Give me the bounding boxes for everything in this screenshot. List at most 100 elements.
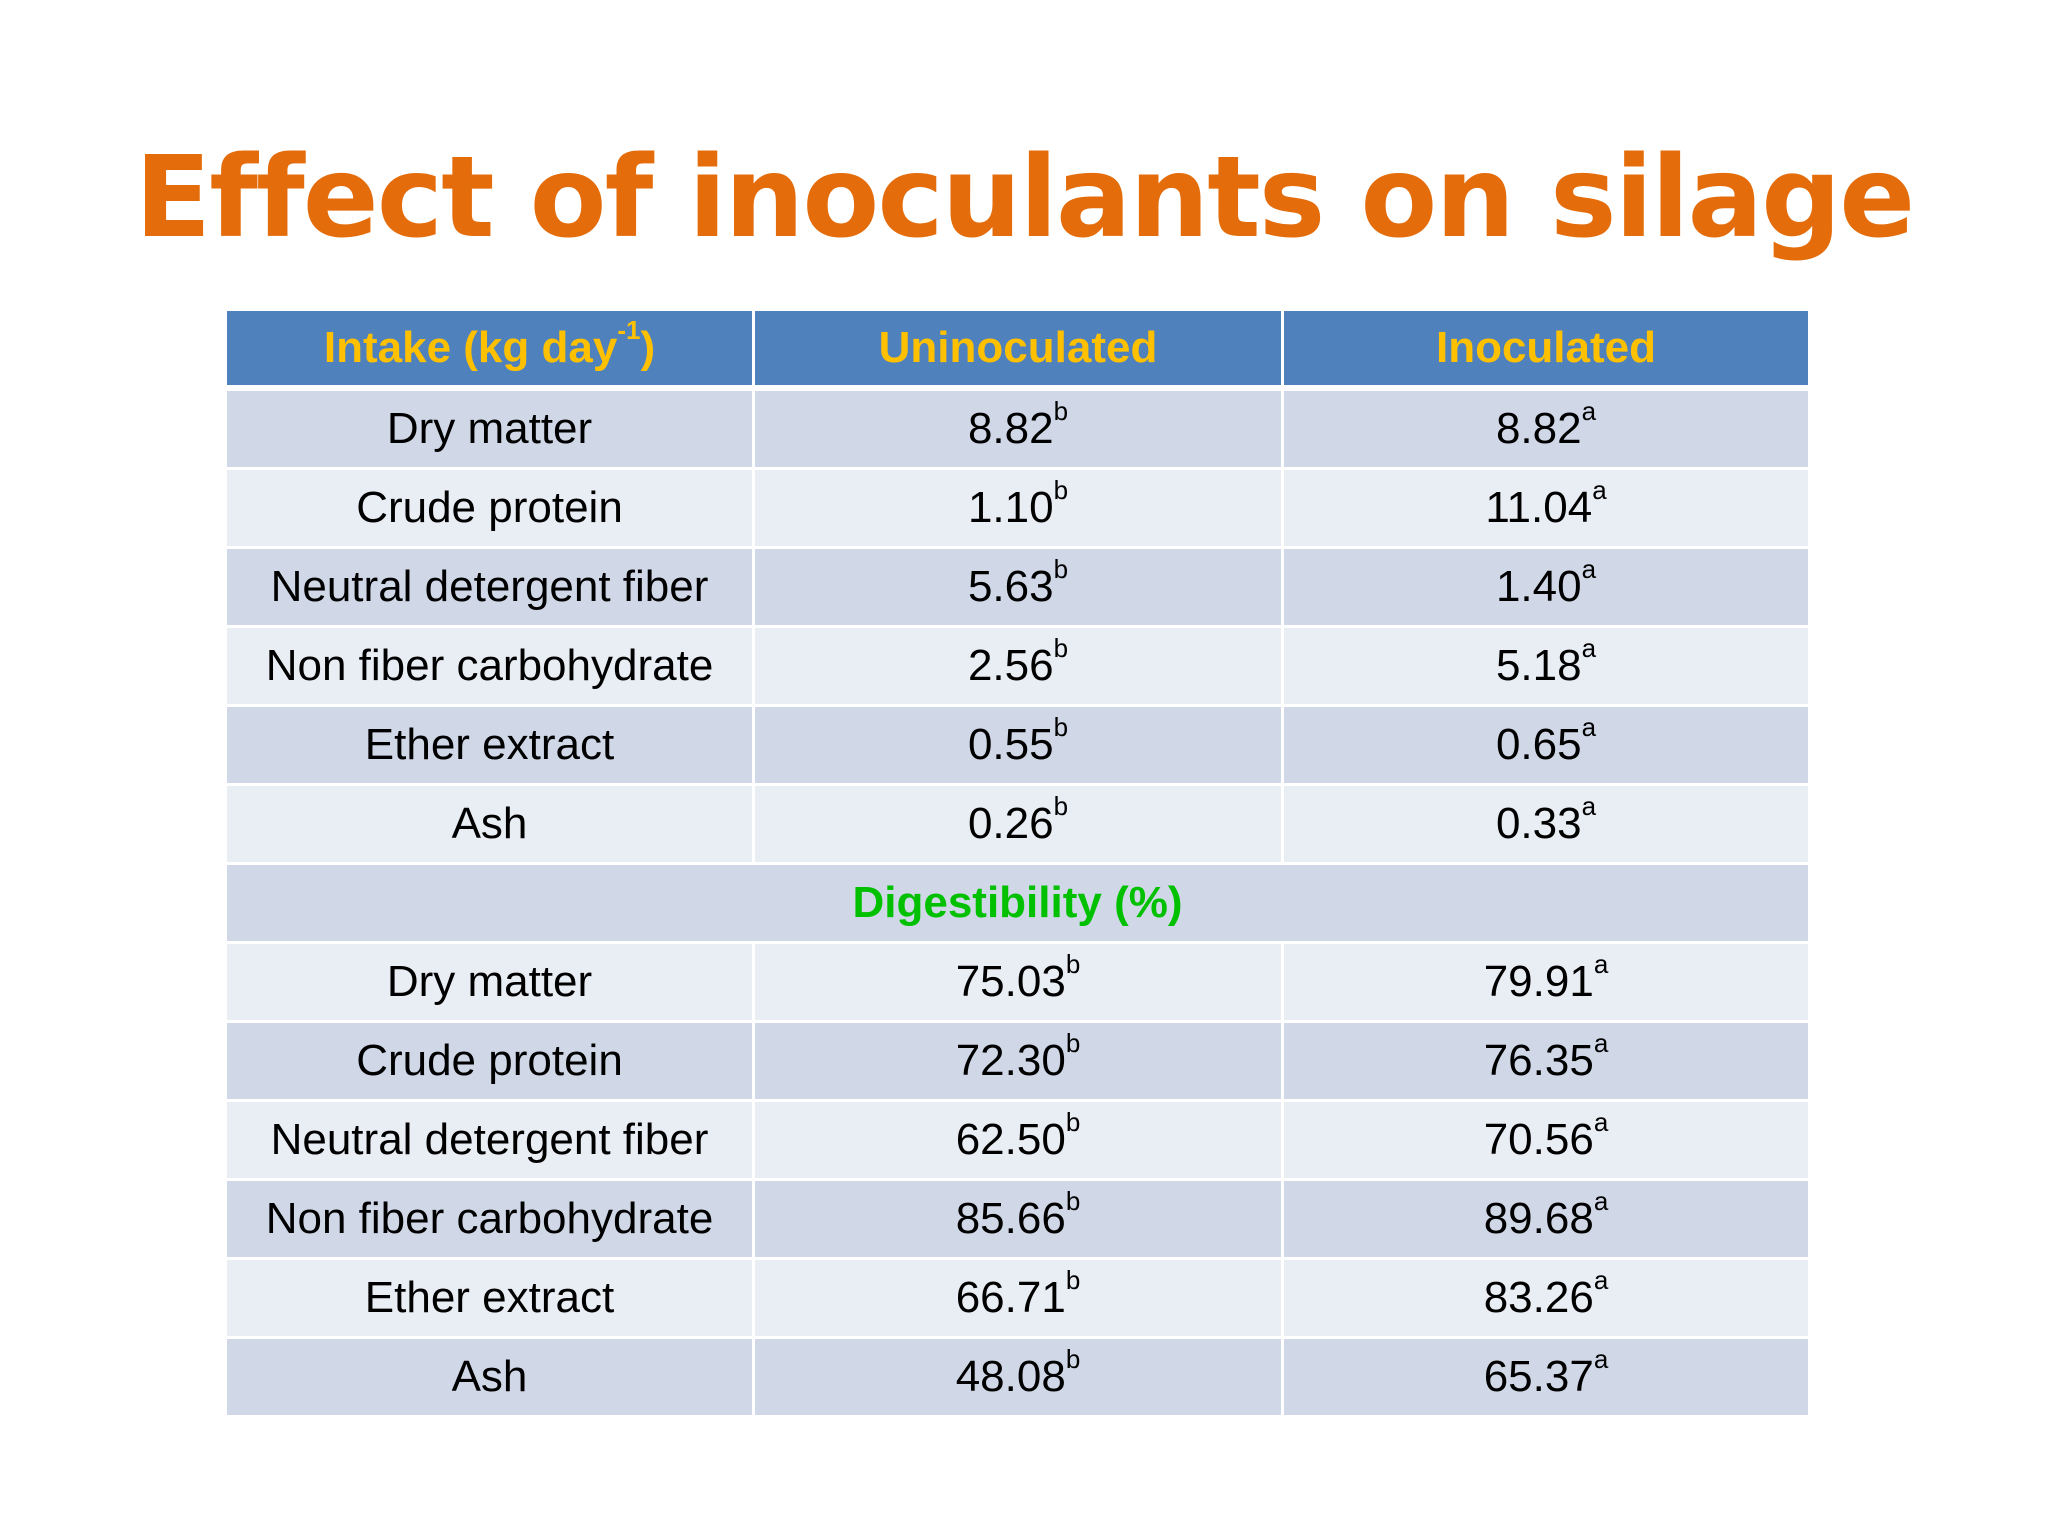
value-number: 70.56 <box>1483 1115 1594 1164</box>
slide-title: Effect of inoculants on silage <box>134 133 1915 263</box>
value-number: 65.37 <box>1483 1352 1594 1401</box>
significance-letter: b <box>1065 1186 1081 1216</box>
results-table: Intake (kg day-1) Uninoculated Inoculate… <box>224 308 1811 1418</box>
table-row: Ether extract 0.55b 0.65a <box>224 704 1811 786</box>
row-label: Crude protein <box>224 467 755 549</box>
value-number: 1.10 <box>967 483 1054 532</box>
significance-letter: a <box>1581 712 1597 742</box>
value-number: 66.71 <box>955 1273 1066 1322</box>
value-number: 79.91 <box>1483 957 1594 1006</box>
row-label: Ether extract <box>224 1257 755 1339</box>
uninoculated-value: 62.50b <box>752 1099 1284 1181</box>
row-label: Ash <box>224 1336 755 1418</box>
header-intake: Intake (kg day-1) <box>224 308 755 391</box>
value-number: 5.18 <box>1495 641 1582 690</box>
inoculated-value: 11.04a <box>1281 467 1811 549</box>
table-row: Dry matter 8.82b 8.82a <box>224 386 1811 470</box>
significance-letter: a <box>1593 1107 1609 1137</box>
table-header-row: Intake (kg day-1) Uninoculated Inoculate… <box>224 308 1811 391</box>
table-row: Dry matter 75.03b 79.91a <box>224 941 1811 1023</box>
uninoculated-value: 8.82b <box>752 386 1284 470</box>
inoculated-value: 79.91a <box>1281 941 1811 1023</box>
significance-letter: a <box>1593 1344 1609 1374</box>
row-label: Neutral detergent fiber <box>224 546 755 628</box>
value-number: 11.04 <box>1485 483 1593 532</box>
significance-letter: a <box>1593 1028 1609 1058</box>
row-label: Ash <box>224 783 755 865</box>
inoculated-value: 0.33a <box>1281 783 1811 865</box>
inoculated-value: 8.82a <box>1281 386 1811 470</box>
value-number: 1.40 <box>1495 562 1582 611</box>
digestibility-section-label: Digestibility (%) <box>224 862 1811 944</box>
uninoculated-value: 75.03b <box>752 941 1284 1023</box>
table-row: Non fiber carbohydrate 2.56b 5.18a <box>224 625 1811 707</box>
uninoculated-value: 0.26b <box>752 783 1284 865</box>
inoculated-value: 65.37a <box>1281 1336 1811 1418</box>
uninoculated-value: 48.08b <box>752 1336 1284 1418</box>
row-label: Dry matter <box>224 941 755 1023</box>
value-number: 8.82 <box>967 404 1054 453</box>
inoculated-value: 83.26a <box>1281 1257 1811 1339</box>
significance-letter: b <box>1053 475 1069 505</box>
value-number: 72.30 <box>955 1036 1066 1085</box>
row-label: Ether extract <box>224 704 755 786</box>
table-row: Non fiber carbohydrate 85.66b 89.68a <box>224 1178 1811 1260</box>
row-label: Dry matter <box>224 386 755 470</box>
table-row: Neutral detergent fiber 62.50b 70.56a <box>224 1099 1811 1181</box>
value-number: 85.66 <box>955 1194 1066 1243</box>
significance-letter: a <box>1592 475 1607 505</box>
significance-letter: a <box>1593 1265 1609 1295</box>
significance-letter: b <box>1053 396 1069 426</box>
value-number: 0.65 <box>1495 720 1582 769</box>
value-number: 0.26 <box>967 799 1054 848</box>
table-row: Crude protein 72.30b 76.35a <box>224 1020 1811 1102</box>
significance-letter: a <box>1593 949 1609 979</box>
value-number: 2.56 <box>967 641 1054 690</box>
value-number: 8.82 <box>1495 404 1582 453</box>
header-uninoculated: Uninoculated <box>752 308 1284 391</box>
table-row: Ash 48.08b 65.37a <box>224 1336 1811 1418</box>
inoculated-value: 89.68a <box>1281 1178 1811 1260</box>
uninoculated-value: 2.56b <box>752 625 1284 707</box>
table-row: Ether extract 66.71b 83.26a <box>224 1257 1811 1339</box>
inoculated-value: 5.18a <box>1281 625 1811 707</box>
significance-letter: a <box>1581 633 1597 663</box>
uninoculated-value: 1.10b <box>752 467 1284 549</box>
value-number: 62.50 <box>955 1115 1066 1164</box>
significance-letter: b <box>1065 1344 1081 1374</box>
significance-letter: a <box>1581 396 1597 426</box>
header-intake-exponent: -1 <box>617 315 641 345</box>
significance-letter: b <box>1053 633 1069 663</box>
inoculated-value: 1.40a <box>1281 546 1811 628</box>
inoculated-value: 76.35a <box>1281 1020 1811 1102</box>
header-intake-label: Intake (kg day <box>323 323 618 372</box>
table-row: Crude protein 1.10b 11.04a <box>224 467 1811 549</box>
uninoculated-value: 66.71b <box>752 1257 1284 1339</box>
value-number: 89.68 <box>1483 1194 1594 1243</box>
uninoculated-value: 85.66b <box>752 1178 1284 1260</box>
value-number: 76.35 <box>1483 1036 1594 1085</box>
significance-letter: a <box>1581 554 1597 584</box>
significance-letter: b <box>1053 791 1069 821</box>
header-inoculated: Inoculated <box>1281 308 1811 391</box>
value-number: 48.08 <box>955 1352 1066 1401</box>
significance-letter: b <box>1065 1028 1081 1058</box>
row-label: Non fiber carbohydrate <box>224 1178 755 1260</box>
row-label: Non fiber carbohydrate <box>224 625 755 707</box>
value-number: 83.26 <box>1483 1273 1594 1322</box>
significance-letter: b <box>1065 1265 1081 1295</box>
row-label: Crude protein <box>224 1020 755 1102</box>
significance-letter: a <box>1593 1186 1609 1216</box>
value-number: 75.03 <box>955 957 1066 1006</box>
uninoculated-value: 72.30b <box>752 1020 1284 1102</box>
value-number: 0.55 <box>967 720 1054 769</box>
table-row: Ash 0.26b 0.33a <box>224 783 1811 865</box>
inoculated-value: 0.65a <box>1281 704 1811 786</box>
significance-letter: b <box>1065 949 1081 979</box>
table-row: Neutral detergent fiber 5.63b 1.40a <box>224 546 1811 628</box>
uninoculated-value: 0.55b <box>752 704 1284 786</box>
inoculated-value: 70.56a <box>1281 1099 1811 1181</box>
section-row: Digestibility (%) <box>224 862 1811 944</box>
value-number: 5.63 <box>967 562 1054 611</box>
row-label: Neutral detergent fiber <box>224 1099 755 1181</box>
